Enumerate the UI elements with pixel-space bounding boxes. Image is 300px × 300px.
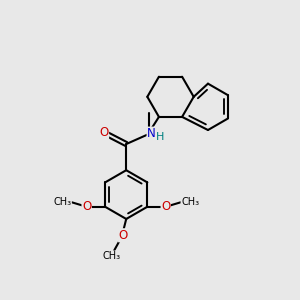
Text: H: H	[156, 132, 164, 142]
Text: CH₃: CH₃	[53, 197, 71, 207]
Text: CH₃: CH₃	[102, 251, 120, 261]
Text: O: O	[99, 126, 109, 139]
Text: O: O	[82, 200, 91, 213]
Text: CH₃: CH₃	[181, 197, 199, 207]
Text: O: O	[161, 200, 170, 213]
Text: N: N	[147, 127, 156, 140]
Text: O: O	[118, 229, 128, 242]
